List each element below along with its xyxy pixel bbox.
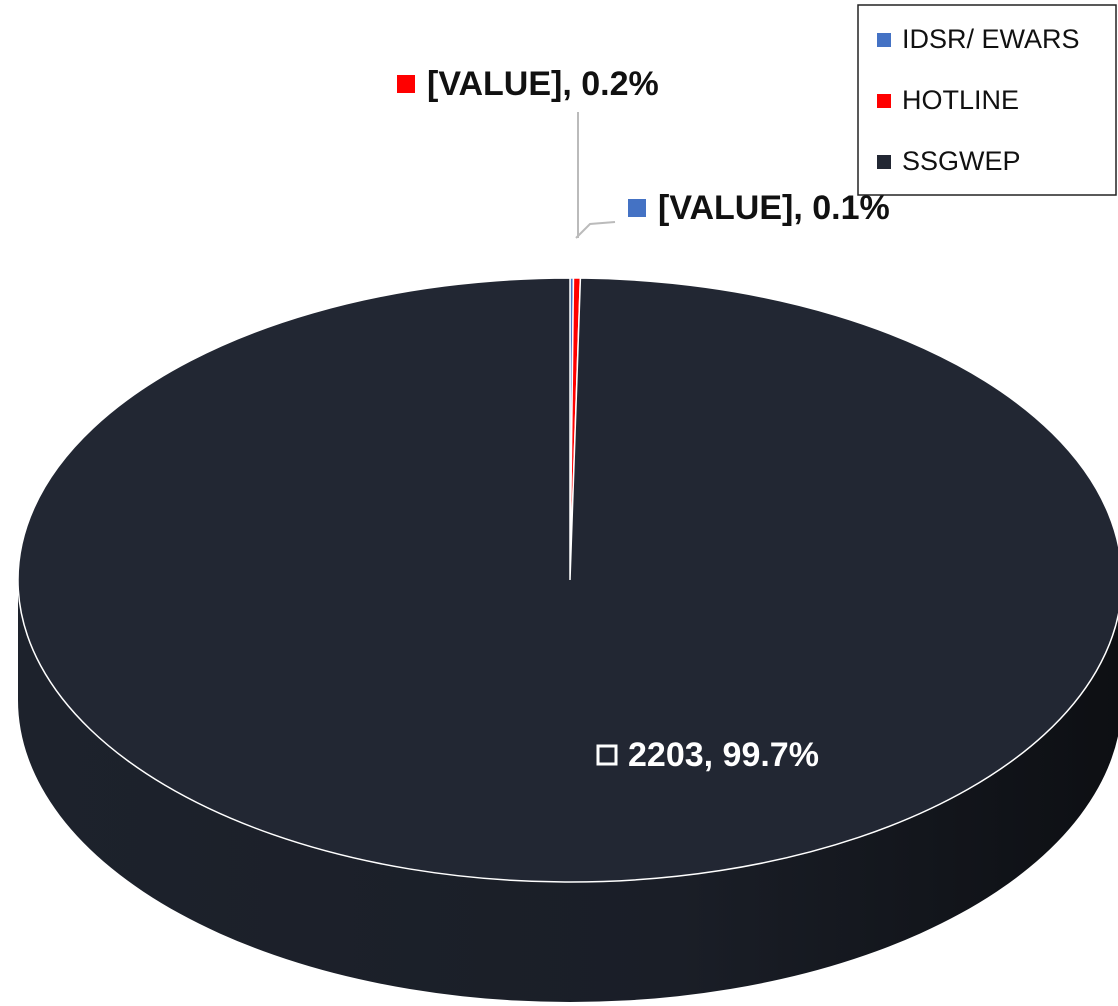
- legend-label: SSGWEP: [902, 146, 1021, 176]
- legend-label: HOTLINE: [902, 85, 1019, 115]
- legend-key: [877, 33, 891, 47]
- legend: IDSR/ EWARS HOTLINE SSGWEP: [857, 4, 1117, 196]
- data-label: 2203, 99.7%: [628, 736, 819, 774]
- legend-label: IDSR/ EWARS: [902, 24, 1080, 54]
- legend-key: [877, 155, 891, 169]
- pie-side: [18, 580, 1118, 1002]
- data-labels: [VALUE], 0.1% [VALUE], 0.2% 2203, 99.7%: [397, 65, 890, 774]
- pie-slice: [17, 277, 1118, 883]
- leader-line: [575, 221, 616, 239]
- data-label: [VALUE], 0.1%: [658, 189, 890, 227]
- pie: [17, 277, 1118, 1002]
- legend-key: [877, 94, 891, 108]
- legend-box: [857, 4, 1117, 196]
- data-label: [VALUE], 0.2%: [427, 65, 659, 103]
- label-key: [397, 75, 415, 93]
- label-key: [596, 744, 618, 766]
- label-key: [628, 199, 646, 217]
